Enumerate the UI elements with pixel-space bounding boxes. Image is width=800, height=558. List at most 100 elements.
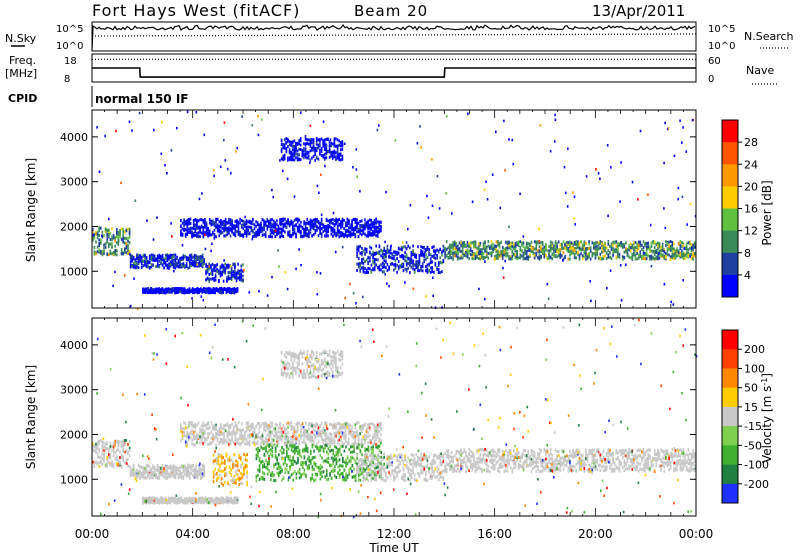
data-cell	[638, 254, 640, 257]
data-cell	[603, 255, 605, 258]
data-cell	[189, 471, 191, 474]
data-cell	[379, 244, 381, 247]
data-cell	[184, 501, 186, 504]
data-cell	[244, 230, 246, 233]
data-cell	[181, 496, 183, 499]
data-cell	[226, 267, 228, 270]
data-cell	[159, 473, 161, 476]
data-cell	[496, 240, 498, 243]
data-cell	[194, 291, 196, 294]
data-cell	[678, 254, 680, 257]
y-tick-label: 3000	[60, 176, 88, 189]
data-cell	[476, 256, 478, 259]
data-cell	[231, 275, 233, 278]
data-cell	[324, 165, 326, 168]
data-cell	[571, 252, 573, 255]
data-cell	[311, 234, 313, 237]
data-cell	[94, 250, 96, 253]
data-cell	[127, 228, 129, 231]
data-cell	[406, 260, 408, 263]
data-cell	[380, 229, 382, 232]
data-cell	[690, 203, 692, 206]
data-cell	[419, 254, 421, 257]
data-cell	[157, 289, 159, 292]
data-cell	[571, 246, 573, 249]
data-cell	[173, 255, 175, 258]
data-cell	[171, 469, 173, 472]
data-cell	[106, 465, 108, 468]
data-cell	[149, 501, 151, 504]
data-cell	[486, 255, 488, 258]
data-cell	[542, 251, 544, 254]
data-cell	[178, 261, 180, 264]
data-cell	[163, 266, 165, 269]
data-cell	[526, 244, 528, 247]
data-cell	[658, 252, 660, 255]
data-cell	[170, 263, 172, 266]
data-cell	[383, 253, 385, 256]
data-cell	[641, 248, 643, 251]
data-cell	[187, 464, 189, 467]
data-cell	[444, 253, 446, 256]
data-cell	[100, 242, 102, 245]
data-cell	[686, 223, 688, 226]
data-cell	[351, 228, 353, 231]
data-cell	[641, 244, 643, 247]
data-cell	[428, 251, 430, 254]
data-cell	[175, 263, 177, 266]
data-cell	[219, 234, 221, 237]
data-cell	[326, 138, 328, 141]
data-cell	[380, 268, 382, 271]
data-cell	[491, 246, 493, 249]
data-cell	[524, 247, 526, 250]
data-cell	[340, 234, 342, 237]
data-cell	[151, 468, 153, 471]
data-cell	[193, 219, 195, 222]
data-cell	[604, 249, 606, 252]
data-cell	[683, 254, 685, 257]
data-cell	[141, 259, 143, 262]
data-cell	[448, 246, 450, 249]
data-cell	[327, 230, 329, 233]
data-cell	[239, 278, 241, 281]
data-cell	[146, 477, 148, 480]
data-cell	[374, 233, 376, 236]
data-cell	[531, 245, 533, 248]
data-cell	[654, 253, 656, 256]
data-cell	[508, 226, 510, 229]
data-cell	[238, 223, 240, 226]
data-cell	[674, 155, 676, 158]
data-cell	[692, 244, 694, 247]
data-cell	[303, 142, 305, 145]
date-title: 13/Apr/2011	[592, 2, 685, 20]
data-cell	[358, 266, 360, 269]
data-cell	[675, 255, 677, 258]
data-cell	[580, 240, 582, 243]
data-cell	[548, 254, 550, 257]
data-cell	[561, 247, 563, 250]
data-cell	[395, 259, 397, 262]
data-cell	[291, 223, 293, 226]
data-cell	[124, 444, 126, 447]
data-cell	[152, 264, 154, 267]
data-cell	[294, 148, 296, 151]
data-cell	[152, 476, 154, 479]
data-cell	[176, 500, 178, 503]
data-cell	[673, 254, 675, 257]
data-cell	[425, 269, 427, 272]
data-cell	[443, 249, 445, 252]
data-cell	[159, 466, 161, 469]
data-cell	[207, 271, 209, 274]
data-cell	[225, 218, 227, 221]
data-cell	[194, 468, 196, 471]
data-cell	[377, 266, 379, 269]
data-cell	[198, 291, 200, 294]
data-cell	[289, 230, 291, 233]
data-cell	[343, 219, 345, 222]
data-cell	[223, 280, 225, 283]
data-cell	[271, 225, 273, 228]
data-cell	[178, 265, 180, 268]
data-cell	[456, 246, 458, 249]
data-cell	[417, 263, 419, 266]
data-cell	[211, 234, 213, 237]
